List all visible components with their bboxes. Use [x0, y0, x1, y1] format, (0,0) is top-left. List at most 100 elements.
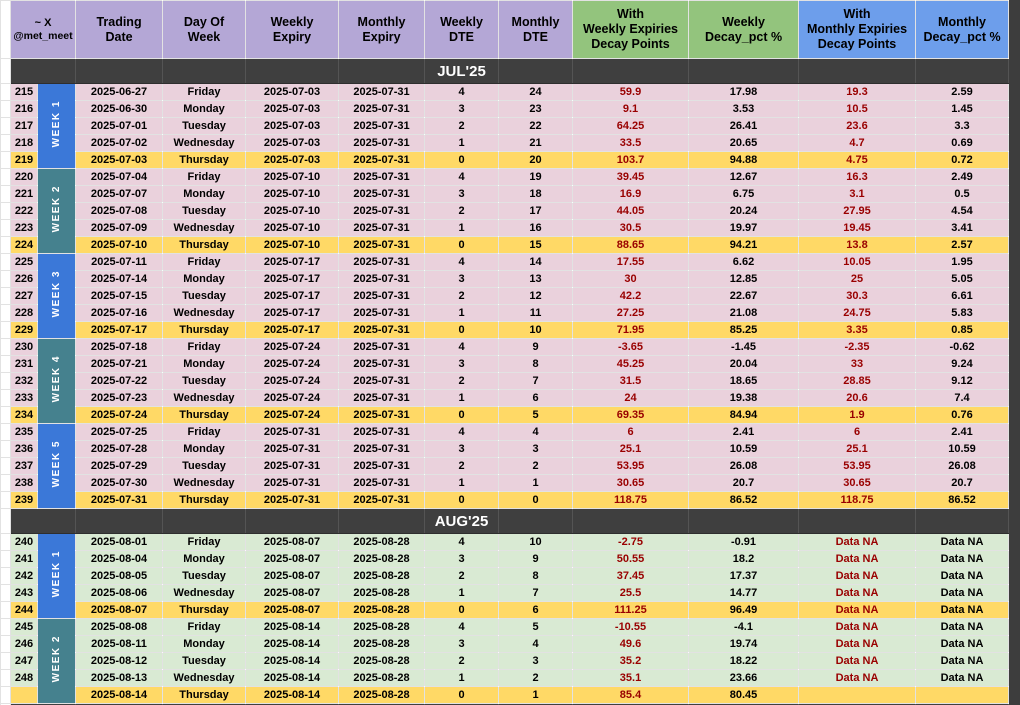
cell-weekly-dte[interactable]: 3 — [424, 440, 500, 458]
cell-monthly-expiry[interactable]: 2025-07-31 — [338, 474, 426, 492]
cell-day-of-week[interactable]: Friday — [162, 618, 247, 636]
row-number[interactable]: 234 — [10, 406, 38, 424]
cell-monthly-decay-points[interactable]: 1.9 — [798, 406, 917, 424]
cell-weekly-decay-pct[interactable]: 96.49 — [688, 601, 800, 619]
cell-day-of-week[interactable]: Friday — [162, 533, 247, 551]
cell-monthly-decay-points[interactable]: 19.3 — [798, 83, 917, 101]
cell-monthly-expiry[interactable]: 2025-07-31 — [338, 151, 426, 169]
cell-weekly-decay-pct[interactable]: 20.04 — [688, 355, 800, 373]
cell-day-of-week[interactable]: Monday — [162, 355, 247, 373]
cell-monthly-decay-pct[interactable]: 2.59 — [915, 83, 1010, 101]
corner-header-cell[interactable]: ~ X @met_meet — [9, 0, 77, 59]
cell-monthly-decay-pct[interactable]: Data NA — [915, 618, 1010, 636]
cell-monthly-decay-points[interactable]: Data NA — [798, 601, 917, 619]
row-number[interactable]: 236 — [10, 440, 38, 458]
cell-weekly-decay-points[interactable]: 49.6 — [572, 635, 690, 653]
cell-monthly-dte[interactable]: 22 — [498, 117, 574, 135]
cell-monthly-dte[interactable]: 4 — [498, 423, 574, 441]
cell-day-of-week[interactable]: Thursday — [162, 406, 247, 424]
cell-weekly-expiry[interactable]: 2025-07-24 — [245, 372, 340, 390]
cell-monthly-expiry[interactable]: 2025-07-31 — [338, 287, 426, 305]
column-header-monthly-dte[interactable]: Monthly DTE — [498, 0, 574, 59]
cell-weekly-decay-points[interactable]: 71.95 — [572, 321, 690, 339]
cell-monthly-dte[interactable]: 9 — [498, 338, 574, 356]
cell-weekly-decay-points[interactable]: 27.25 — [572, 304, 690, 322]
cell-monthly-decay-pct[interactable]: 1.95 — [915, 253, 1010, 271]
cell-weekly-decay-points[interactable]: 85.4 — [572, 686, 690, 704]
cell-weekly-dte[interactable]: 3 — [424, 550, 500, 568]
cell-weekly-expiry[interactable]: 2025-08-14 — [245, 669, 340, 687]
cell-weekly-dte[interactable]: 3 — [424, 270, 500, 288]
row-number[interactable]: 241 — [10, 550, 38, 568]
cell-trading-date[interactable]: 2025-08-06 — [75, 584, 164, 602]
cell-weekly-expiry[interactable]: 2025-08-14 — [245, 652, 340, 670]
row-number[interactable]: 245 — [10, 618, 38, 636]
cell-monthly-expiry[interactable]: 2025-08-28 — [338, 533, 426, 551]
cell-weekly-decay-points[interactable]: 88.65 — [572, 236, 690, 254]
cell-weekly-dte[interactable]: 1 — [424, 584, 500, 602]
cell-day-of-week[interactable]: Thursday — [162, 601, 247, 619]
cell-weekly-dte[interactable]: 3 — [424, 185, 500, 203]
row-number[interactable]: 231 — [10, 355, 38, 373]
cell-monthly-decay-pct[interactable]: 1.45 — [915, 100, 1010, 118]
cell-trading-date[interactable]: 2025-08-08 — [75, 618, 164, 636]
cell-weekly-expiry[interactable]: 2025-08-07 — [245, 584, 340, 602]
cell-weekly-expiry[interactable]: 2025-08-07 — [245, 567, 340, 585]
row-number[interactable]: 222 — [10, 202, 38, 220]
cell-monthly-expiry[interactable]: 2025-07-31 — [338, 100, 426, 118]
cell-monthly-dte[interactable]: 11 — [498, 304, 574, 322]
cell-weekly-expiry[interactable]: 2025-07-31 — [245, 457, 340, 475]
cell-monthly-expiry[interactable]: 2025-07-31 — [338, 202, 426, 220]
row-number[interactable]: 218 — [10, 134, 38, 152]
cell-monthly-expiry[interactable]: 2025-08-28 — [338, 618, 426, 636]
cell-weekly-decay-points[interactable]: 50.55 — [572, 550, 690, 568]
row-number[interactable]: 240 — [10, 533, 38, 551]
cell-day-of-week[interactable]: Monday — [162, 440, 247, 458]
cell-monthly-dte[interactable]: 8 — [498, 567, 574, 585]
cell-weekly-decay-pct[interactable]: 84.94 — [688, 406, 800, 424]
cell-monthly-decay-pct[interactable]: 9.24 — [915, 355, 1010, 373]
cell-weekly-decay-points[interactable]: -3.65 — [572, 338, 690, 356]
cell-monthly-decay-points[interactable]: 20.6 — [798, 389, 917, 407]
cell-weekly-decay-points[interactable]: 33.5 — [572, 134, 690, 152]
cell-weekly-expiry[interactable]: 2025-07-17 — [245, 304, 340, 322]
cell-weekly-dte[interactable]: 0 — [424, 151, 500, 169]
row-number[interactable]: 220 — [10, 168, 38, 186]
cell-monthly-decay-points[interactable]: 23.6 — [798, 117, 917, 135]
cell-monthly-decay-pct[interactable]: Data NA — [915, 635, 1010, 653]
cell-monthly-dte[interactable]: 6 — [498, 601, 574, 619]
week-label-cell[interactable]: WEEK 4 — [36, 338, 77, 424]
cell-monthly-decay-points[interactable]: Data NA — [798, 567, 917, 585]
cell-trading-date[interactable]: 2025-07-24 — [75, 406, 164, 424]
cell-weekly-decay-points[interactable]: 44.05 — [572, 202, 690, 220]
cell-weekly-dte[interactable]: 3 — [424, 100, 500, 118]
cell-weekly-expiry[interactable]: 2025-08-14 — [245, 635, 340, 653]
cell-monthly-dte[interactable]: 16 — [498, 219, 574, 237]
cell-monthly-decay-pct[interactable]: 6.61 — [915, 287, 1010, 305]
column-header-trading-date[interactable]: Trading Date — [75, 0, 164, 59]
cell-weekly-dte[interactable]: 2 — [424, 202, 500, 220]
row-number[interactable]: 237 — [10, 457, 38, 475]
cell-trading-date[interactable]: 2025-08-13 — [75, 669, 164, 687]
cell-weekly-decay-points[interactable]: -10.55 — [572, 618, 690, 636]
cell-weekly-dte[interactable]: 0 — [424, 491, 500, 509]
cell-monthly-decay-points[interactable]: 19.45 — [798, 219, 917, 237]
cell-monthly-expiry[interactable]: 2025-07-31 — [338, 372, 426, 390]
cell-weekly-dte[interactable]: 4 — [424, 338, 500, 356]
cell-trading-date[interactable]: 2025-08-14 — [75, 686, 164, 704]
cell-monthly-decay-pct[interactable]: Data NA — [915, 567, 1010, 585]
cell-trading-date[interactable]: 2025-07-29 — [75, 457, 164, 475]
cell-weekly-decay-pct[interactable]: 94.88 — [688, 151, 800, 169]
cell-weekly-dte[interactable]: 1 — [424, 669, 500, 687]
cell-day-of-week[interactable]: Thursday — [162, 236, 247, 254]
cell-monthly-expiry[interactable]: 2025-08-28 — [338, 686, 426, 704]
cell-day-of-week[interactable]: Friday — [162, 423, 247, 441]
cell-trading-date[interactable]: 2025-07-28 — [75, 440, 164, 458]
cell-monthly-decay-points[interactable]: 10.05 — [798, 253, 917, 271]
row-number[interactable]: 248 — [10, 669, 38, 687]
cell-trading-date[interactable]: 2025-06-30 — [75, 100, 164, 118]
cell-monthly-decay-points[interactable]: Data NA — [798, 550, 917, 568]
cell-day-of-week[interactable]: Tuesday — [162, 652, 247, 670]
cell-trading-date[interactable]: 2025-07-21 — [75, 355, 164, 373]
cell-monthly-expiry[interactable]: 2025-07-31 — [338, 355, 426, 373]
